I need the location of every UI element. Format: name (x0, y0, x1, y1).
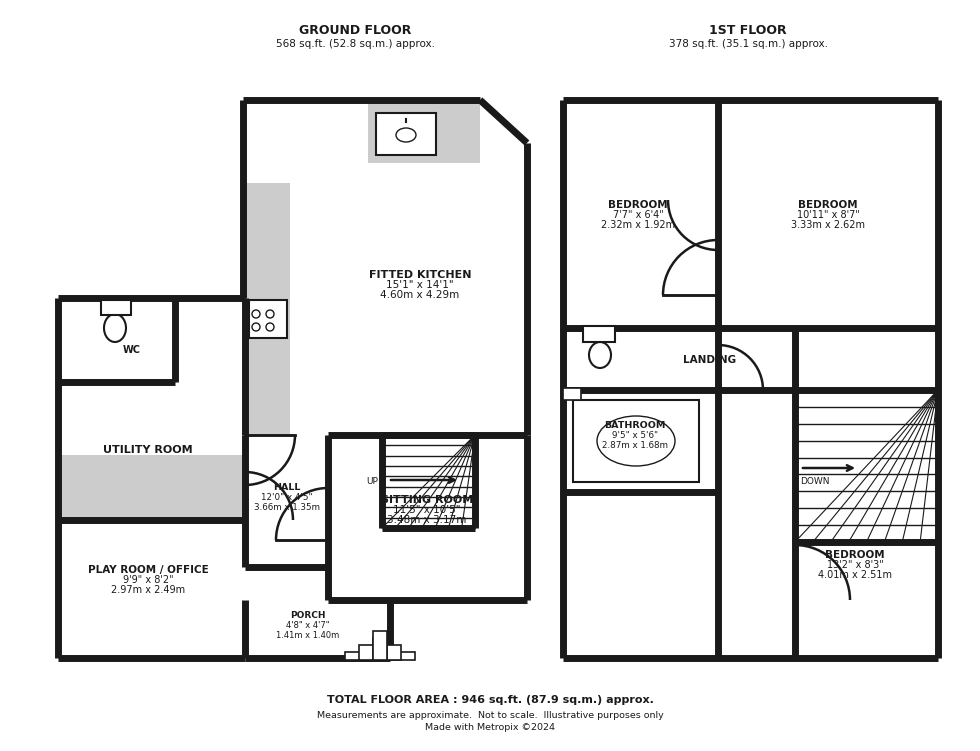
Text: 12'0" x 4'5": 12'0" x 4'5" (262, 493, 313, 502)
Bar (373, 631, 387, 660)
Bar (373, 638, 387, 660)
Text: 3.66m x 1.35m: 3.66m x 1.35m (254, 503, 320, 512)
Bar (368, 100, 480, 163)
Text: SITTING ROOM: SITTING ROOM (381, 495, 473, 505)
Text: 13'2" x 8'3": 13'2" x 8'3" (826, 560, 883, 570)
Text: 11'5" x 10'5": 11'5" x 10'5" (393, 505, 461, 515)
Ellipse shape (396, 128, 416, 142)
Bar (573, 400, 699, 482)
Text: BATHROOM: BATHROOM (605, 421, 665, 430)
Text: 15'1" x 14'1": 15'1" x 14'1" (386, 280, 454, 290)
Text: Made with Metropix ©2024: Made with Metropix ©2024 (425, 723, 555, 732)
Text: TOTAL FLOOR AREA : 946 sq.ft. (87.9 sq.m.) approx.: TOTAL FLOOR AREA : 946 sq.ft. (87.9 sq.m… (326, 695, 654, 705)
Text: 1ST FLOOR: 1ST FLOOR (710, 23, 787, 37)
Bar (563, 100, 938, 658)
Circle shape (266, 323, 274, 331)
Text: UP: UP (366, 476, 378, 485)
Text: 10'11" x 8'7": 10'11" x 8'7" (797, 210, 859, 220)
Bar (328, 435, 527, 600)
Bar (249, 300, 287, 338)
Bar (382, 435, 475, 528)
Text: DOWN: DOWN (800, 478, 829, 487)
Text: 4.60m x 4.29m: 4.60m x 4.29m (380, 290, 460, 300)
Text: LANDING: LANDING (683, 355, 737, 365)
Bar (245, 435, 328, 567)
Bar (376, 113, 436, 155)
Bar (58, 298, 245, 658)
Text: 3.48m x 3.17m: 3.48m x 3.17m (387, 515, 466, 525)
Bar (359, 645, 401, 660)
Bar (60, 455, 243, 518)
Bar (583, 326, 615, 342)
Ellipse shape (104, 314, 126, 342)
Text: 378 sq.ft. (35.1 sq.m.) approx.: 378 sq.ft. (35.1 sq.m.) approx. (668, 39, 827, 49)
Text: FITTED KITCHEN: FITTED KITCHEN (368, 270, 471, 280)
Text: 9'5" x 5'6": 9'5" x 5'6" (612, 430, 658, 439)
Text: 1.41m x 1.40m: 1.41m x 1.40m (276, 632, 340, 641)
Text: 4.01m x 2.51m: 4.01m x 2.51m (818, 570, 892, 580)
Text: 4'8" x 4'7": 4'8" x 4'7" (286, 622, 329, 631)
Bar (243, 100, 527, 435)
Text: Measurements are approximate.  Not to scale.  Illustrative purposes only: Measurements are approximate. Not to sca… (317, 710, 663, 719)
Text: 3.33m x 2.62m: 3.33m x 2.62m (791, 220, 865, 230)
Bar (245, 600, 390, 658)
Ellipse shape (589, 342, 611, 368)
Circle shape (266, 310, 274, 318)
Ellipse shape (597, 416, 675, 466)
Bar (563, 388, 581, 400)
Text: PORCH: PORCH (290, 611, 325, 620)
Text: 568 sq.ft. (52.8 sq.m.) approx.: 568 sq.ft. (52.8 sq.m.) approx. (275, 39, 434, 49)
Bar (101, 300, 131, 315)
Text: 7'7" x 6'4": 7'7" x 6'4" (612, 210, 663, 220)
Text: GROUND FLOOR: GROUND FLOOR (299, 23, 412, 37)
Text: 2.87m x 1.68m: 2.87m x 1.68m (602, 441, 668, 450)
Text: UTILITY ROOM: UTILITY ROOM (103, 445, 193, 455)
Text: BEDROOM: BEDROOM (609, 200, 667, 210)
Text: PLAY ROOM / OFFICE: PLAY ROOM / OFFICE (87, 565, 209, 575)
Text: 2.32m x 1.92m: 2.32m x 1.92m (601, 220, 675, 230)
Text: 2.97m x 2.49m: 2.97m x 2.49m (111, 585, 185, 595)
Text: WC: WC (123, 345, 141, 355)
Circle shape (252, 310, 260, 318)
Text: HALL: HALL (273, 484, 301, 493)
Text: 9'9" x 8'2": 9'9" x 8'2" (122, 575, 173, 585)
Text: BEDROOM: BEDROOM (825, 550, 885, 560)
Text: BEDROOM: BEDROOM (798, 200, 858, 210)
Bar (345, 652, 415, 660)
Circle shape (252, 323, 260, 331)
Bar (243, 183, 290, 435)
